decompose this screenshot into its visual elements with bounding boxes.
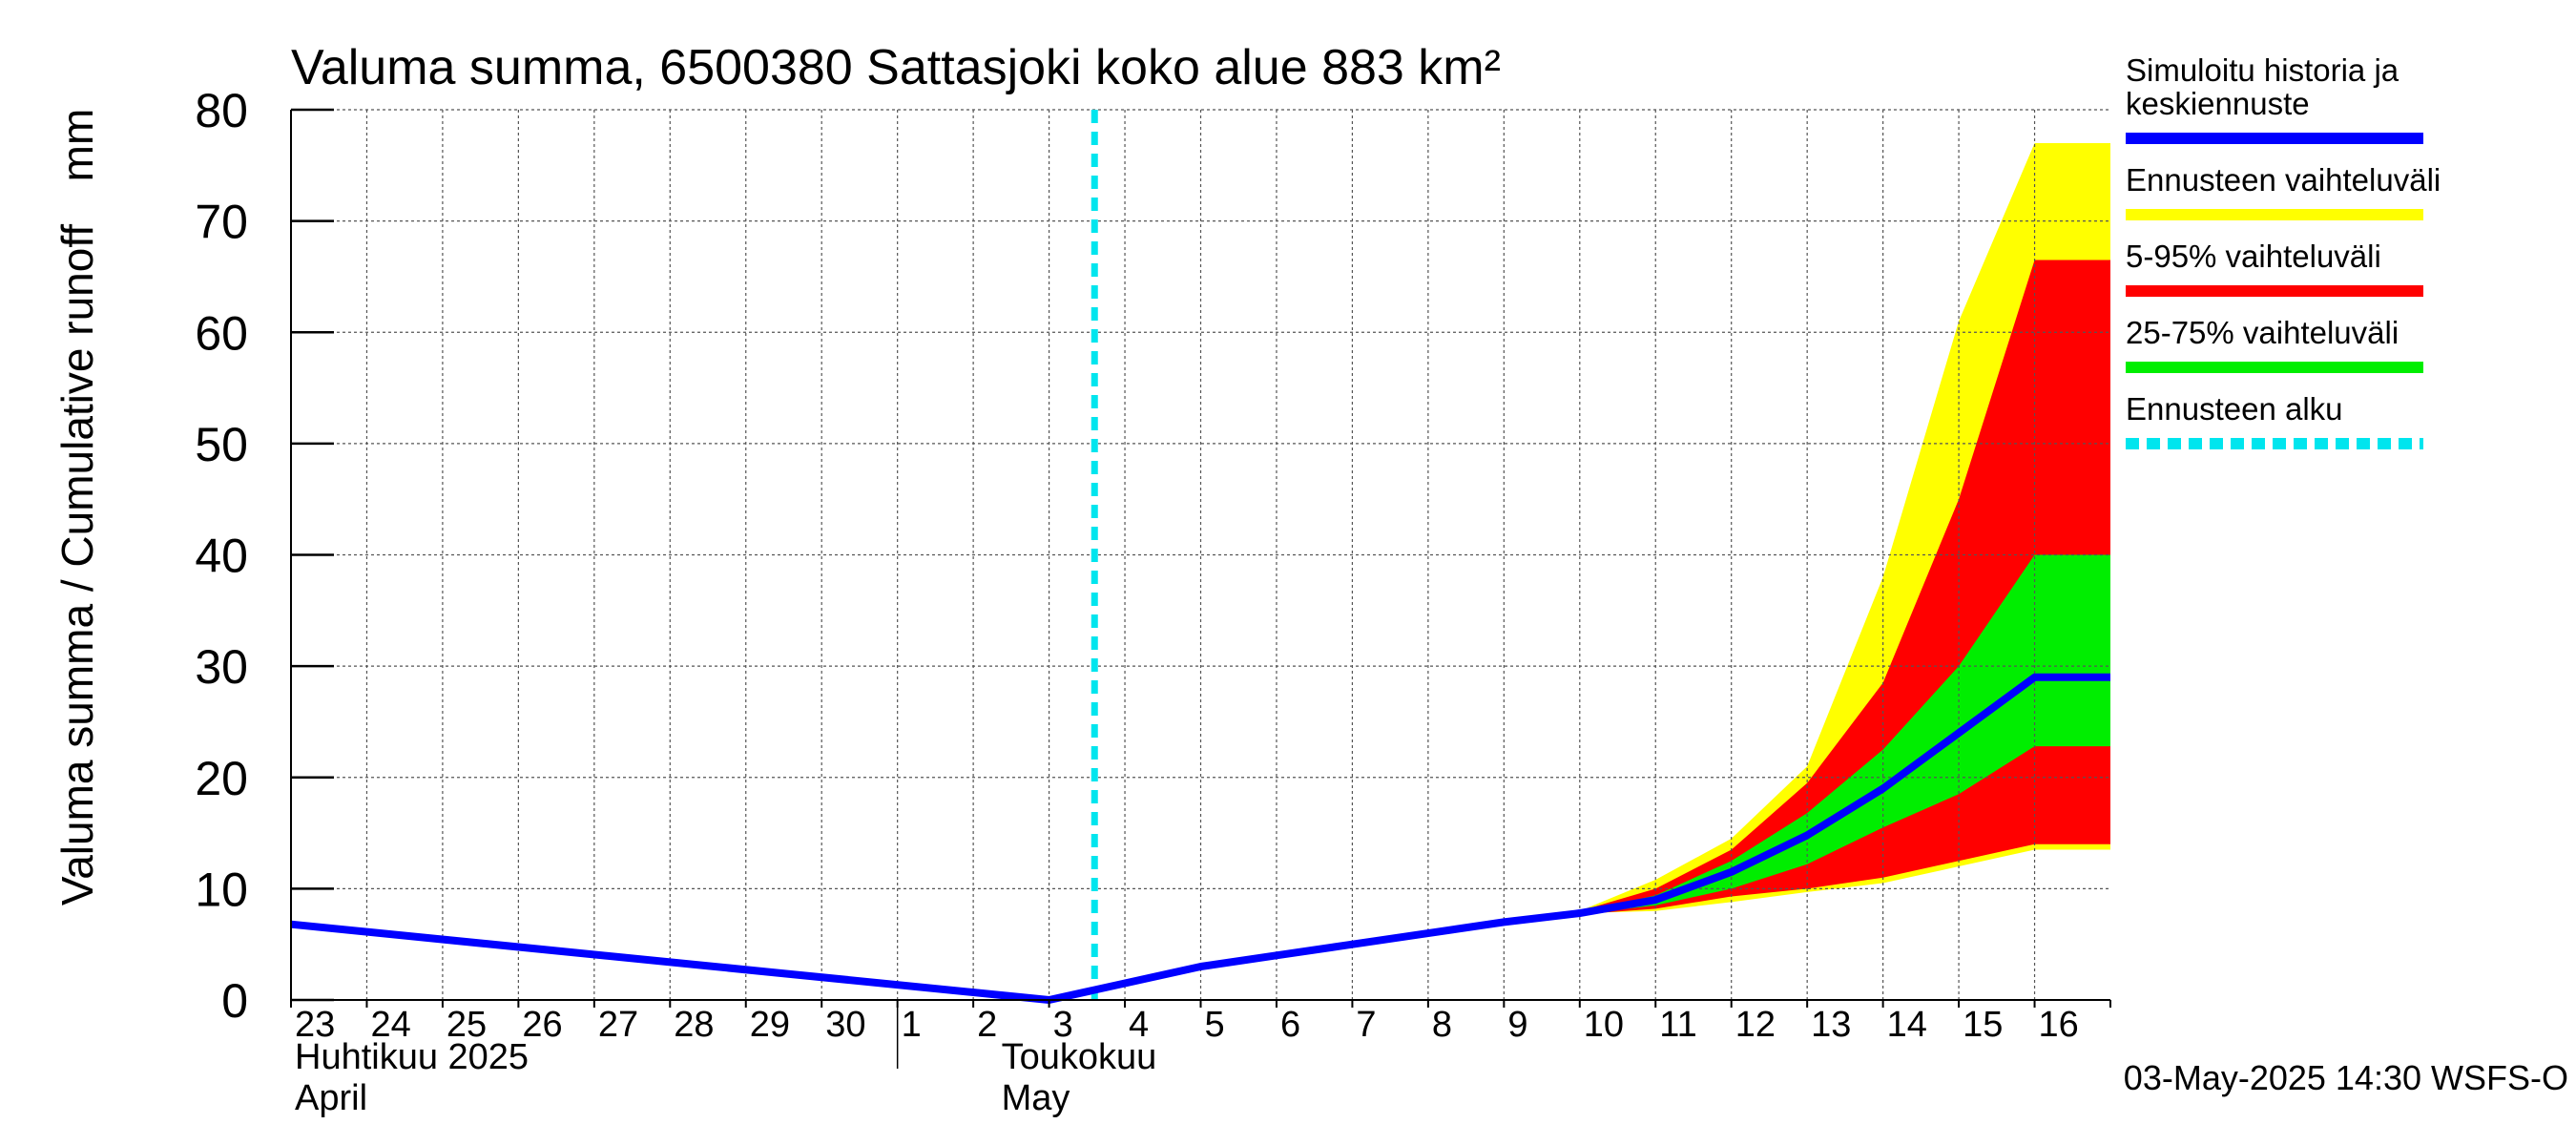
y-tick-label: 50 bbox=[195, 418, 248, 471]
legend-label-0: Simuloitu historia ja bbox=[2126, 52, 2399, 88]
x-tick-label: 29 bbox=[750, 1005, 790, 1045]
y-tick-label: 30 bbox=[195, 640, 248, 694]
month-label-en: May bbox=[1002, 1078, 1070, 1118]
legend-label-0: keskiennuste bbox=[2126, 86, 2310, 121]
x-tick-label: 30 bbox=[825, 1005, 865, 1045]
x-tick-label: 15 bbox=[1963, 1005, 2003, 1045]
y-axis-unit: mm bbox=[52, 109, 102, 182]
month-label-en: April bbox=[295, 1078, 367, 1118]
footer-timestamp: 03-May-2025 14:30 WSFS-O bbox=[2124, 1058, 2568, 1097]
x-tick-label: 23 bbox=[295, 1005, 335, 1045]
legend-label-2: 5-95% vaihteluväli bbox=[2126, 239, 2381, 274]
chart-title: Valuma summa, 6500380 Sattasjoki koko al… bbox=[291, 40, 1501, 95]
legend-label-1: Ennusteen vaihteluväli bbox=[2126, 162, 2441, 198]
x-tick-label: 4 bbox=[1129, 1005, 1149, 1045]
x-tick-label: 2 bbox=[977, 1005, 997, 1045]
x-tick-label: 25 bbox=[447, 1005, 487, 1045]
y-tick-label: 0 bbox=[221, 974, 248, 1028]
x-tick-label: 24 bbox=[370, 1005, 410, 1045]
legend-label-4: Ennusteen alku bbox=[2126, 391, 2343, 427]
x-tick-label: 13 bbox=[1811, 1005, 1851, 1045]
y-tick-label: 60 bbox=[195, 306, 248, 360]
x-tick-label: 12 bbox=[1735, 1005, 1776, 1045]
x-tick-label: 3 bbox=[1053, 1005, 1073, 1045]
x-tick-label: 1 bbox=[902, 1005, 922, 1045]
y-tick-label: 10 bbox=[195, 863, 248, 916]
x-tick-label: 7 bbox=[1356, 1005, 1376, 1045]
x-tick-label: 8 bbox=[1432, 1005, 1452, 1045]
y-tick-label: 70 bbox=[195, 196, 248, 249]
x-tick-label: 11 bbox=[1659, 1005, 1696, 1045]
x-tick-label: 14 bbox=[1887, 1005, 1927, 1045]
y-tick-label: 80 bbox=[195, 84, 248, 137]
y-tick-label: 40 bbox=[195, 530, 248, 583]
x-tick-label: 26 bbox=[522, 1005, 562, 1045]
x-tick-label: 10 bbox=[1584, 1005, 1624, 1045]
x-tick-label: 16 bbox=[2039, 1005, 2079, 1045]
month-label-fi: Huhtikuu 2025 bbox=[295, 1037, 529, 1077]
x-tick-label: 27 bbox=[598, 1005, 638, 1045]
x-tick-label: 28 bbox=[674, 1005, 714, 1045]
x-tick-label: 9 bbox=[1507, 1005, 1527, 1045]
month-label-fi: Toukokuu bbox=[1002, 1037, 1157, 1077]
y-axis-label: Valuma summa / Cumulative runoff bbox=[52, 224, 102, 906]
x-tick-label: 5 bbox=[1205, 1005, 1225, 1045]
x-tick-label: 6 bbox=[1280, 1005, 1300, 1045]
y-tick-label: 20 bbox=[195, 752, 248, 805]
legend-label-3: 25-75% vaihteluväli bbox=[2126, 315, 2399, 350]
series-line-0 bbox=[290, 673, 2110, 1004]
